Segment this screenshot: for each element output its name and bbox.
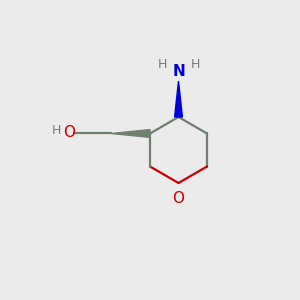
Polygon shape bbox=[175, 81, 182, 117]
Polygon shape bbox=[111, 130, 150, 137]
Text: H: H bbox=[51, 124, 61, 137]
Text: N: N bbox=[172, 64, 185, 79]
Text: O: O bbox=[63, 125, 75, 140]
Text: H: H bbox=[157, 58, 167, 71]
Text: O: O bbox=[172, 191, 184, 206]
Text: H: H bbox=[190, 58, 200, 71]
